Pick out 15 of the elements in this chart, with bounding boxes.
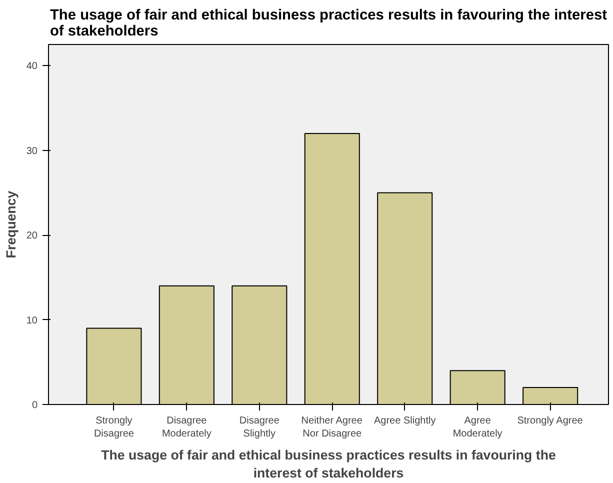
- x-tick-label: Disagree Moderately: [162, 416, 212, 440]
- y-tick-label: 0: [32, 400, 38, 411]
- y-tick-label: 10: [26, 315, 38, 326]
- x-tick-label: Agree Moderately: [452, 416, 502, 440]
- x-tick-label: Agree Slightly: [374, 416, 436, 426]
- y-axis-title: Frequency: [3, 190, 18, 258]
- x-tick-label: Disagree Slightly: [239, 416, 280, 440]
- y-tick-label: 40: [26, 61, 38, 72]
- y-tick-label: 30: [26, 146, 38, 157]
- x-tick-label: Strongly Agree: [517, 416, 584, 426]
- x-axis-title: The usage of fair and ethical business practices results in favouring the interest of stakeholders: [101, 448, 556, 481]
- y-tick-label: 20: [26, 230, 38, 242]
- x-tick-label: Neither Agree Nor Disagree: [301, 416, 363, 440]
- chart-title: The usage of fair and ethical business practices results in favouring the interest of stakeholders: [50, 8, 608, 40]
- x-tick-label: Strongly Disagree: [94, 416, 134, 440]
